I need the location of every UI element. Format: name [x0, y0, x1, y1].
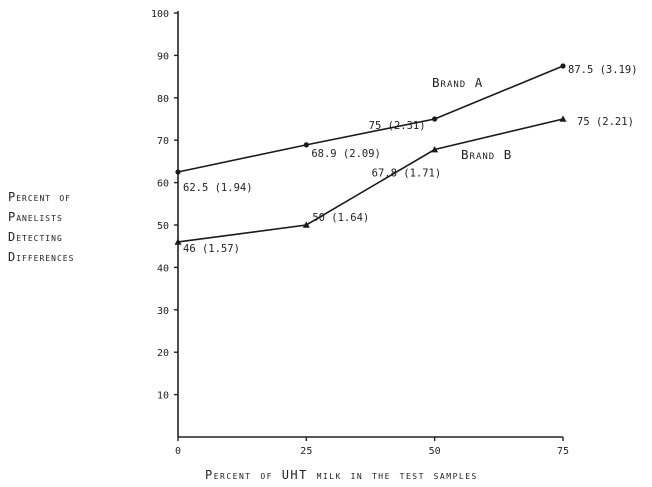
- data-point-circle: [175, 169, 181, 175]
- y-tick-label: 80: [157, 94, 169, 105]
- y-tick-label: 70: [157, 136, 169, 147]
- data-label: 87.5 (3.19): [568, 64, 638, 76]
- y-tick-label: 100: [151, 9, 169, 20]
- series-lines: [177, 65, 564, 243]
- series-line-brand-a: [177, 65, 564, 173]
- data-label: 68.9 (2.09): [311, 148, 381, 160]
- x-axis-label: Percent of UHT milk in the test samples: [205, 468, 478, 482]
- x-tick-label: 0: [175, 446, 181, 457]
- y-axis-label-line: Differences: [8, 250, 75, 264]
- data-label: 62.5 (1.94): [183, 182, 253, 194]
- series-name-label: Brand B: [461, 147, 512, 162]
- data-point-circle: [432, 116, 438, 122]
- y-tick-label: 10: [157, 391, 169, 402]
- x-tick-label: 75: [557, 446, 569, 457]
- data-labels: 62.5 (1.94) 68.9 (2.09) 75 (2.31) 87.5 (3.1…: [183, 64, 638, 255]
- y-axis-label-line: Panelists: [8, 210, 63, 224]
- data-point-circle: [560, 63, 566, 69]
- data-point-triangle: [431, 146, 439, 153]
- y-axis-label: Percent of Panelists Detecting Differenc…: [8, 187, 74, 267]
- y-tick-label: 40: [157, 263, 169, 274]
- y-tick-label: 30: [157, 306, 169, 317]
- axes: [177, 11, 563, 438]
- data-point-circle: [303, 142, 309, 148]
- series-name-labels: Brand A Brand B: [432, 75, 512, 162]
- data-point-triangle: [302, 221, 310, 228]
- y-tick-label: 90: [157, 51, 169, 62]
- data-label: 67.8 (1.71): [372, 168, 442, 180]
- x-tick-label: 50: [429, 446, 441, 457]
- data-point-triangle: [174, 238, 182, 245]
- series-name-label: Brand A: [432, 75, 483, 90]
- y-axis-label-line: Percent of: [8, 190, 71, 204]
- y-tick-label: 20: [157, 348, 169, 359]
- y-axis-label-line: Detecting: [8, 230, 63, 244]
- data-label: 50 (1.64): [312, 212, 369, 224]
- data-point-triangle: [559, 115, 567, 122]
- x-tick-label: 25: [300, 446, 312, 457]
- y-tick-label: 60: [157, 179, 169, 190]
- series-line-brand-b: [177, 118, 564, 243]
- data-label: 75 (2.21): [577, 116, 634, 128]
- data-markers: [174, 63, 567, 245]
- axis-ticks: 10 20 30 40 50 60 70 80 90 100 0 25 50 75: [151, 9, 569, 457]
- data-label: 46 (1.57): [183, 243, 240, 255]
- y-tick-label: 50: [157, 221, 169, 232]
- data-label: 75 (2.31): [369, 120, 426, 132]
